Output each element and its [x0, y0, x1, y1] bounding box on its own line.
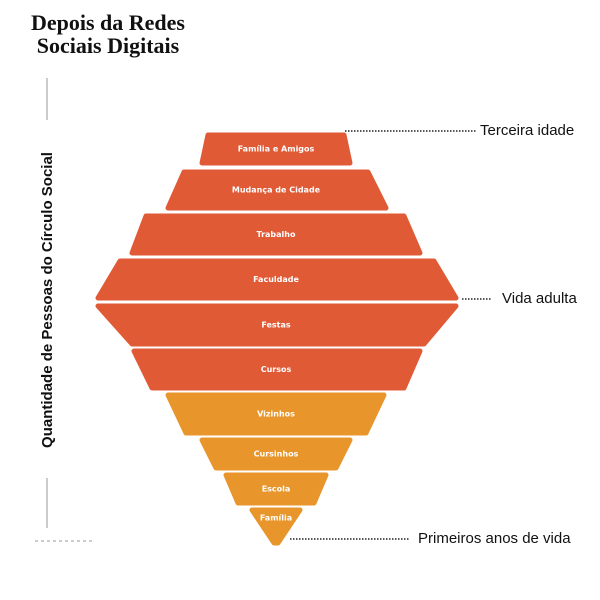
layer-label: Família [260, 514, 292, 523]
layer-shape [249, 507, 303, 546]
layer-shape [165, 392, 387, 436]
layer-shape [129, 213, 423, 256]
layer-label: Cursos [261, 365, 292, 374]
layer-shape [95, 303, 459, 347]
annotation-label: Vida adulta [502, 290, 577, 307]
layer-label: Escola [262, 485, 291, 494]
layer-label: Família e Amigos [238, 145, 315, 154]
annotation-label: Terceira idade [480, 122, 574, 139]
annotations: Terceira idade Vida adulta Primeiros anos … [290, 122, 577, 547]
pyramid: Família e Amigos Mudança de Cidade Trabalh… [95, 132, 459, 546]
layer-label: Mudança de Cidade [232, 186, 321, 195]
layer-shape [95, 258, 459, 301]
layer-label: Vizinhos [257, 410, 295, 419]
layer-label: Trabalho [257, 230, 296, 239]
annotation-label: Primeiros anos de vida [418, 530, 571, 547]
layer-shape [223, 472, 329, 506]
layer-label: Faculdade [253, 275, 299, 284]
axis-label: Quantidade de Pessoas do Círculo Social [39, 152, 56, 448]
layer-shape [131, 348, 423, 391]
layer-shape [199, 132, 353, 166]
layer-label: Festas [261, 321, 291, 330]
layer-label: Cursinhos [254, 450, 299, 459]
layer-shape [199, 437, 353, 471]
layer-shape [165, 169, 389, 211]
title-line: Depois da Redes [31, 10, 185, 35]
title-line: Sociais Digitais [37, 33, 180, 58]
